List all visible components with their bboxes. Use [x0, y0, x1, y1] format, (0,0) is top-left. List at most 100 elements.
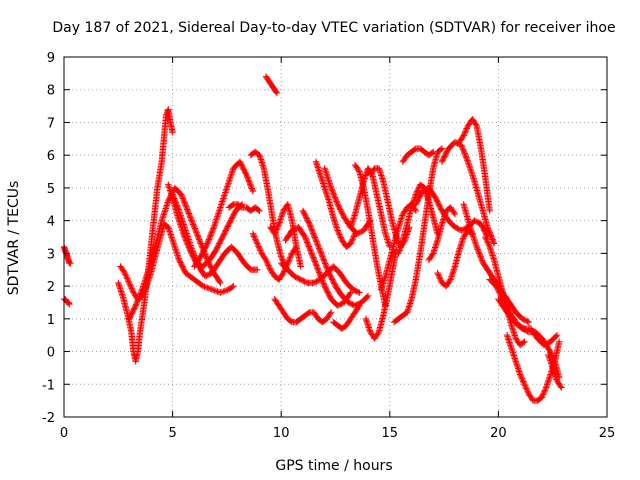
- data-point: [477, 253, 484, 260]
- data-point: [349, 234, 357, 242]
- data-point: [489, 236, 496, 243]
- data-point: [327, 309, 335, 316]
- data-point: [303, 237, 310, 245]
- data-point: [181, 200, 189, 208]
- data-point: [435, 271, 442, 278]
- data-point: [301, 233, 309, 241]
- y-tick-label: 3: [47, 247, 55, 262]
- data-point: [136, 291, 144, 299]
- data-point: [136, 292, 143, 300]
- data-point: [460, 147, 467, 155]
- data-point: [255, 206, 262, 214]
- data-point: [172, 198, 179, 205]
- data-point: [186, 213, 194, 220]
- data-point: [181, 225, 189, 233]
- data-point: [321, 165, 328, 172]
- data-point: [331, 194, 339, 201]
- data-point: [178, 192, 186, 200]
- data-point: [475, 247, 482, 255]
- data-point: [212, 219, 219, 226]
- data-point: [429, 251, 436, 258]
- data-point: [473, 243, 480, 251]
- data-point: [252, 237, 260, 244]
- data-point: [308, 250, 315, 257]
- data-point: [256, 207, 263, 215]
- x-tick-labels: 0 5 10 15 20 25: [60, 426, 615, 441]
- data-point: [173, 200, 180, 208]
- data-point: [127, 282, 134, 289]
- data-series-8: [191, 158, 257, 270]
- data-point: [184, 206, 191, 213]
- data-point: [478, 257, 486, 264]
- data-point: [274, 223, 281, 230]
- data-point: [163, 202, 170, 209]
- data-point: [223, 186, 230, 193]
- data-series-24: [367, 165, 413, 251]
- data-series-12: [262, 73, 281, 97]
- data-point: [436, 275, 444, 282]
- data-point: [184, 233, 191, 240]
- data-point: [196, 236, 203, 243]
- data-point: [183, 204, 190, 212]
- data-point: [490, 240, 498, 247]
- data-point: [363, 293, 371, 301]
- data-point: [556, 338, 563, 345]
- data-point: [227, 172, 235, 180]
- data-point: [175, 207, 183, 215]
- data-point: [523, 386, 531, 394]
- data-point: [218, 288, 226, 296]
- y-tick-label: -1: [42, 378, 55, 393]
- data-point: [311, 234, 319, 241]
- data-point: [171, 244, 179, 252]
- y-tick-label: 1: [47, 313, 55, 328]
- y-tick-label: 7: [47, 116, 55, 131]
- data-point: [464, 158, 472, 165]
- data-point: [484, 225, 492, 232]
- axis-ticks: [63, 56, 608, 418]
- data-point: [472, 242, 480, 249]
- data-point: [347, 240, 354, 247]
- data-point: [206, 233, 214, 240]
- data-point: [330, 191, 338, 198]
- data-point: [144, 269, 151, 276]
- data-point: [230, 282, 237, 290]
- data-point: [145, 268, 152, 275]
- data-point: [199, 282, 207, 290]
- data-point: [160, 211, 167, 218]
- data-point: [470, 175, 477, 182]
- data-point: [468, 230, 476, 237]
- data-point: [469, 173, 477, 181]
- data-point: [304, 240, 312, 248]
- data-point: [177, 212, 184, 219]
- data-point: [244, 174, 251, 181]
- data-point: [469, 233, 477, 240]
- data-point: [312, 259, 319, 267]
- data-point: [185, 237, 193, 245]
- data-point: [485, 226, 492, 234]
- y-tick-label: 0: [47, 346, 55, 361]
- data-point: [321, 260, 329, 267]
- data-series-34: [456, 115, 493, 215]
- data-point: [248, 185, 256, 192]
- data-point: [204, 240, 211, 247]
- data-point: [178, 215, 185, 222]
- data-point: [540, 389, 547, 397]
- data-point: [525, 318, 533, 326]
- data-point: [215, 208, 223, 216]
- data-point: [489, 237, 497, 245]
- data-point: [305, 241, 312, 249]
- data-point: [133, 299, 140, 307]
- data-series-20: [330, 302, 363, 332]
- data-point: [463, 154, 470, 161]
- data-point: [346, 290, 354, 298]
- x-tick-label: 0: [60, 426, 68, 441]
- data-point: [125, 278, 132, 285]
- data-point: [315, 267, 322, 275]
- data-point: [316, 270, 323, 278]
- data-series-39: [503, 331, 563, 404]
- data-point: [223, 184, 231, 192]
- data-point: [169, 238, 177, 245]
- y-tick-label: 9: [47, 51, 55, 66]
- data-point: [308, 227, 316, 234]
